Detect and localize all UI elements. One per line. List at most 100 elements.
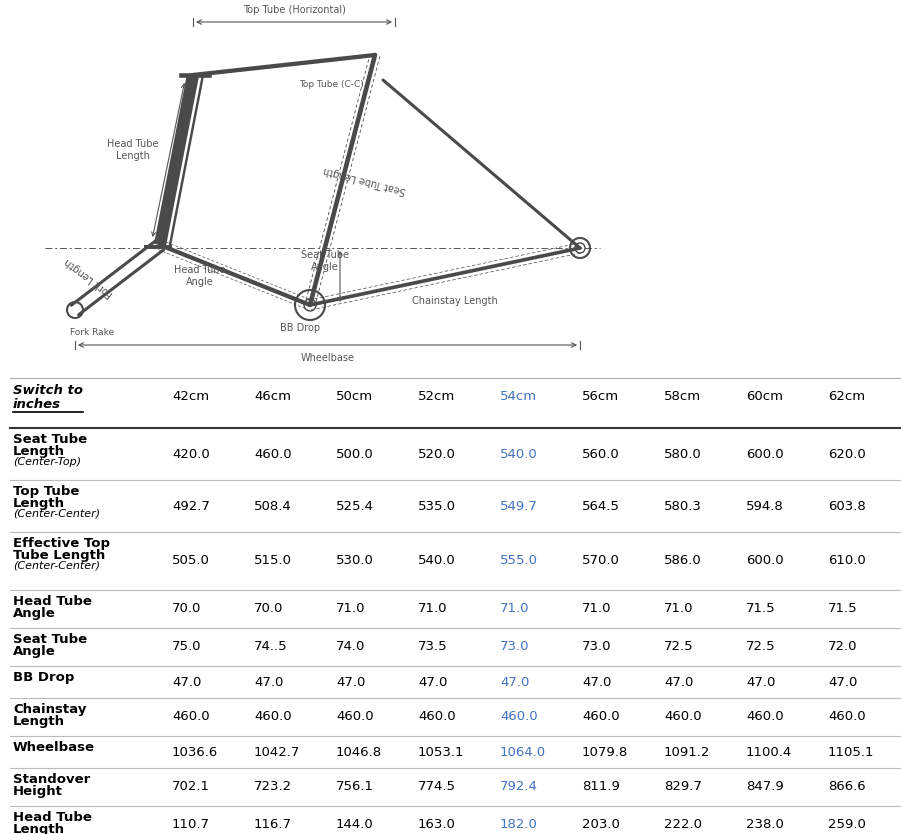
Text: 530.0: 530.0 (336, 555, 374, 567)
Text: Seat Tube Length: Seat Tube Length (323, 164, 407, 195)
Text: 723.2: 723.2 (254, 781, 292, 793)
Text: 73.5: 73.5 (418, 641, 448, 654)
Text: Standover: Standover (13, 773, 90, 786)
Text: Head Tube: Head Tube (13, 595, 92, 608)
Text: Head Tube
Angle: Head Tube Angle (174, 265, 226, 287)
Text: 829.7: 829.7 (664, 781, 702, 793)
Text: Length: Length (13, 445, 65, 458)
Text: 508.4: 508.4 (254, 500, 292, 513)
Text: 460.0: 460.0 (254, 711, 292, 724)
Text: 500.0: 500.0 (336, 448, 374, 460)
Text: 492.7: 492.7 (172, 500, 210, 513)
Text: 116.7: 116.7 (254, 818, 292, 831)
Text: 702.1: 702.1 (172, 781, 210, 793)
Text: 71.5: 71.5 (746, 602, 776, 615)
Text: 603.8: 603.8 (828, 500, 866, 513)
Text: (Center-Center): (Center-Center) (13, 561, 100, 571)
Text: 564.5: 564.5 (582, 500, 620, 513)
Text: (Center-Center): (Center-Center) (13, 509, 100, 519)
Text: 56cm: 56cm (582, 389, 619, 403)
Text: 50cm: 50cm (336, 389, 373, 403)
Text: Top Tube (Horizontal): Top Tube (Horizontal) (242, 5, 345, 15)
Text: Switch to: Switch to (13, 384, 83, 397)
Text: 460.0: 460.0 (828, 711, 866, 724)
Text: Fork Length: Fork Length (64, 256, 115, 299)
Text: 420.0: 420.0 (172, 448, 210, 460)
Text: Angle: Angle (13, 645, 56, 658)
Text: Wheelbase: Wheelbase (301, 353, 354, 363)
Text: 460.0: 460.0 (172, 711, 210, 724)
Text: 580.3: 580.3 (664, 500, 702, 513)
Text: 756.1: 756.1 (336, 781, 374, 793)
Text: BB Drop: BB Drop (13, 671, 75, 684)
Text: 70.0: 70.0 (172, 602, 202, 615)
Text: 74..5: 74..5 (254, 641, 287, 654)
Text: 47.0: 47.0 (828, 676, 858, 689)
Text: 47.0: 47.0 (336, 676, 366, 689)
Text: 1046.8: 1046.8 (336, 746, 382, 758)
Text: Top Tube (C-C): Top Tube (C-C) (299, 80, 364, 89)
Text: 72.5: 72.5 (746, 641, 776, 654)
Text: 47.0: 47.0 (582, 676, 612, 689)
Text: 60cm: 60cm (746, 389, 783, 403)
Text: 540.0: 540.0 (418, 555, 456, 567)
Text: 47.0: 47.0 (746, 676, 776, 689)
Text: 47.0: 47.0 (254, 676, 284, 689)
Text: Seat Tube: Seat Tube (13, 433, 87, 446)
Text: 1064.0: 1064.0 (500, 746, 546, 758)
Text: 515.0: 515.0 (254, 555, 292, 567)
Text: Seat Tube: Seat Tube (13, 633, 87, 646)
Text: Wheelbase: Wheelbase (13, 741, 95, 754)
Text: 47.0: 47.0 (664, 676, 694, 689)
Text: 259.0: 259.0 (828, 818, 866, 831)
Text: 610.0: 610.0 (828, 555, 866, 567)
Text: Seat Tube
Angle: Seat Tube Angle (301, 250, 349, 272)
Text: 1100.4: 1100.4 (746, 746, 792, 758)
Text: 72.0: 72.0 (828, 641, 858, 654)
Text: 58cm: 58cm (664, 389, 701, 403)
Text: 460.0: 460.0 (336, 711, 374, 724)
Text: 520.0: 520.0 (418, 448, 456, 460)
Text: 47.0: 47.0 (500, 676, 530, 689)
Text: 580.0: 580.0 (664, 448, 702, 460)
Text: Head Tube: Head Tube (13, 811, 92, 824)
Text: 72.5: 72.5 (664, 641, 694, 654)
Text: Length: Length (13, 497, 65, 510)
Text: 74.0: 74.0 (336, 641, 366, 654)
Text: 71.0: 71.0 (582, 602, 612, 615)
Text: 71.0: 71.0 (664, 602, 694, 615)
Text: 540.0: 540.0 (500, 448, 538, 460)
Text: 47.0: 47.0 (418, 676, 448, 689)
Text: 866.6: 866.6 (828, 781, 866, 793)
Text: 71.0: 71.0 (336, 602, 366, 615)
Text: Top Tube: Top Tube (13, 485, 79, 498)
Text: 1042.7: 1042.7 (254, 746, 300, 758)
Text: Fork Rake: Fork Rake (70, 328, 114, 337)
Text: 460.0: 460.0 (664, 711, 702, 724)
Text: 75.0: 75.0 (172, 641, 202, 654)
Text: 811.9: 811.9 (582, 781, 620, 793)
Text: 570.0: 570.0 (582, 555, 620, 567)
Text: Length: Length (13, 823, 65, 834)
Text: 70.0: 70.0 (254, 602, 284, 615)
Text: 222.0: 222.0 (664, 818, 702, 831)
Text: 52cm: 52cm (418, 389, 455, 403)
Text: 594.8: 594.8 (746, 500, 784, 513)
Text: 73.0: 73.0 (500, 641, 530, 654)
Text: 549.7: 549.7 (500, 500, 538, 513)
Text: 54cm: 54cm (500, 389, 537, 403)
Text: Head Tube
Length: Head Tube Length (107, 139, 159, 161)
Text: 42cm: 42cm (172, 389, 209, 403)
Text: 73.0: 73.0 (582, 641, 612, 654)
Text: 460.0: 460.0 (500, 711, 538, 724)
Text: 460.0: 460.0 (582, 711, 620, 724)
Text: 600.0: 600.0 (746, 448, 784, 460)
Text: 847.9: 847.9 (746, 781, 784, 793)
Text: inches: inches (13, 398, 61, 411)
Text: 1091.2: 1091.2 (664, 746, 710, 758)
Text: 163.0: 163.0 (418, 818, 456, 831)
Text: Tube Length: Tube Length (13, 549, 105, 562)
Text: 774.5: 774.5 (418, 781, 456, 793)
Text: 792.4: 792.4 (500, 781, 538, 793)
Text: Effective Top: Effective Top (13, 537, 110, 550)
